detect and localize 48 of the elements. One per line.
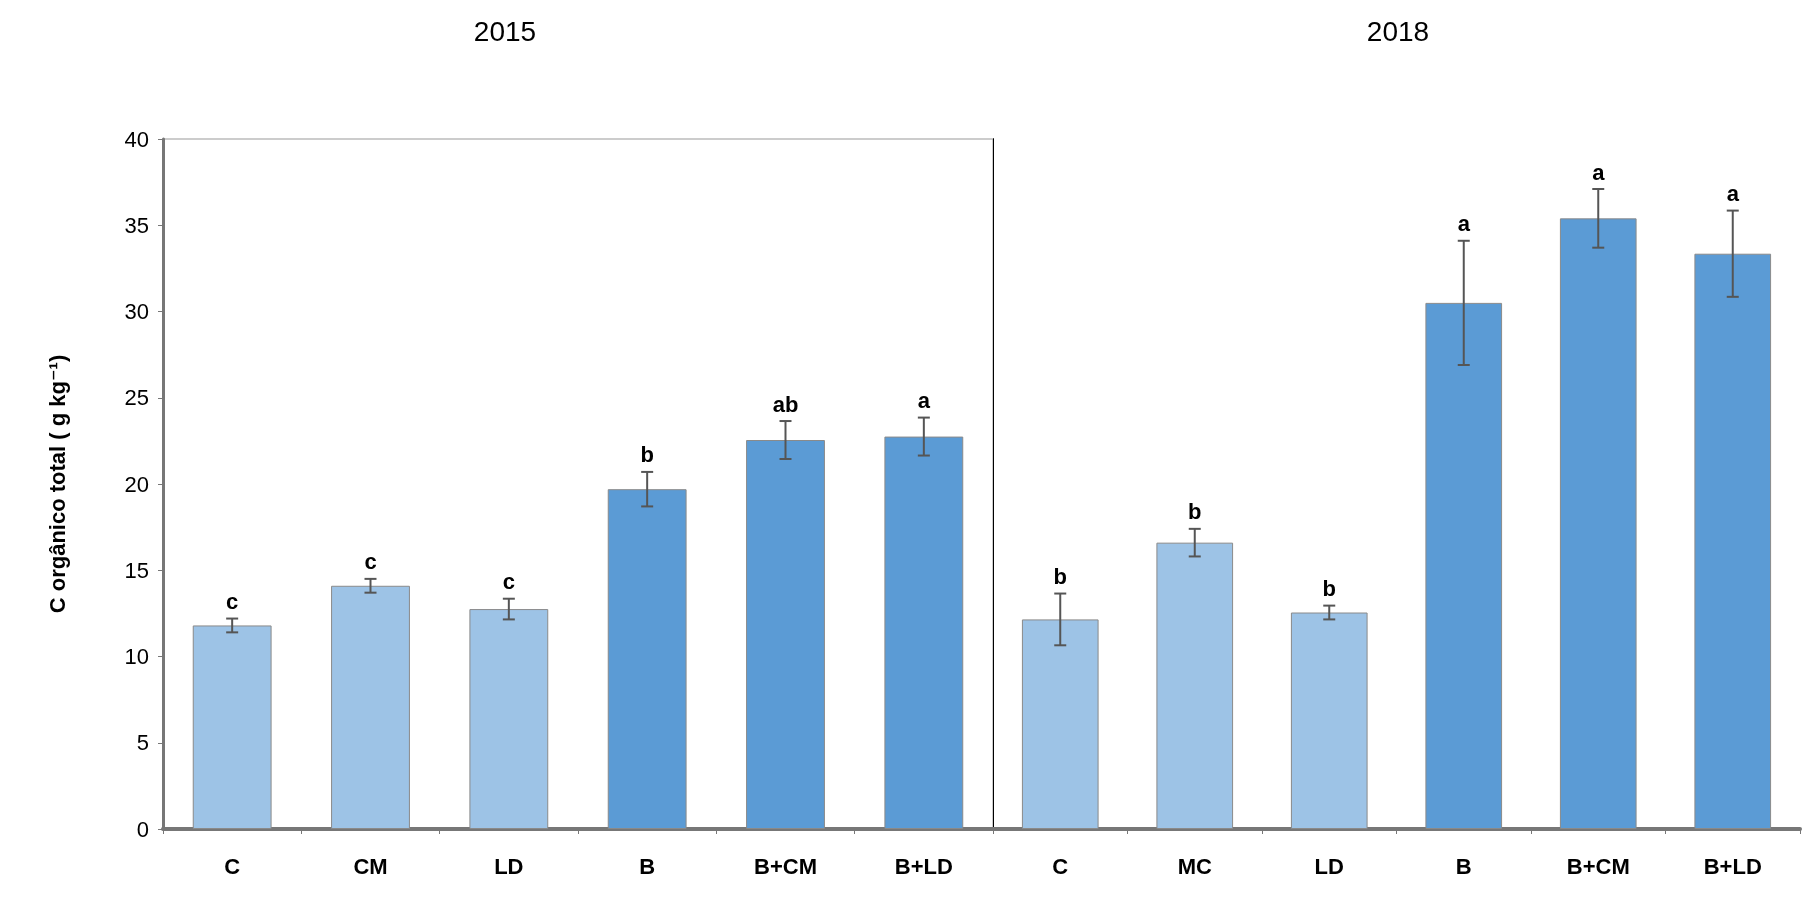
bar: [884, 436, 964, 829]
annotation: c: [364, 549, 377, 575]
y-tick-label: 0: [136, 816, 149, 842]
bar: [1290, 612, 1368, 829]
x-tick-label: C: [224, 853, 241, 879]
bar: [192, 625, 272, 829]
bar: [1425, 302, 1503, 829]
y-tick-label: 20: [124, 471, 149, 497]
annotation: ab: [772, 391, 799, 417]
annotation: b: [1188, 499, 1202, 525]
annotation: a: [1457, 211, 1471, 237]
y-tick-label: 15: [124, 557, 149, 583]
x-tick-label: LD: [1314, 853, 1344, 879]
annotation: a: [1726, 181, 1740, 207]
bar: [607, 489, 687, 829]
x-tick-label: B+LD: [894, 853, 953, 879]
bar: [1021, 619, 1099, 829]
chart-title: 2018: [1366, 15, 1430, 47]
annotation: c: [502, 569, 515, 595]
y-tick-label: 5: [136, 730, 149, 756]
annotation: a: [1592, 159, 1606, 185]
annotation: a: [917, 388, 931, 414]
bar: [1694, 253, 1772, 829]
bar: [331, 585, 410, 829]
annotation: c: [226, 589, 239, 615]
y-tick-label: 30: [124, 299, 149, 324]
y-tick-label: 10: [124, 644, 149, 669]
bar: [469, 609, 549, 829]
x-tick-label: CM: [353, 853, 388, 879]
bar: [746, 440, 825, 829]
annotation: b: [1053, 564, 1067, 590]
annotation: b: [1322, 576, 1336, 602]
annotation: b: [640, 442, 654, 468]
x-tick-label: B: [1455, 853, 1472, 879]
x-tick-label: LD: [494, 853, 524, 879]
x-tick-label: B: [639, 853, 656, 879]
y-tick-label: 35: [124, 212, 149, 238]
bar: [1156, 542, 1234, 829]
y-tick-label: 25: [124, 385, 149, 411]
y-axis-title: C orgânico total ( g kg⁻¹): [44, 354, 70, 614]
chart-title: 2015: [473, 15, 537, 47]
x-tick-label: MC: [1177, 853, 1212, 879]
x-tick-label: B+CM: [1566, 853, 1630, 879]
x-tick-label: B+CM: [754, 853, 817, 879]
bar: [1559, 218, 1637, 829]
x-tick-label: C: [1052, 853, 1069, 879]
x-tick-label: B+LD: [1703, 853, 1762, 879]
y-tick-label: 40: [124, 126, 149, 152]
